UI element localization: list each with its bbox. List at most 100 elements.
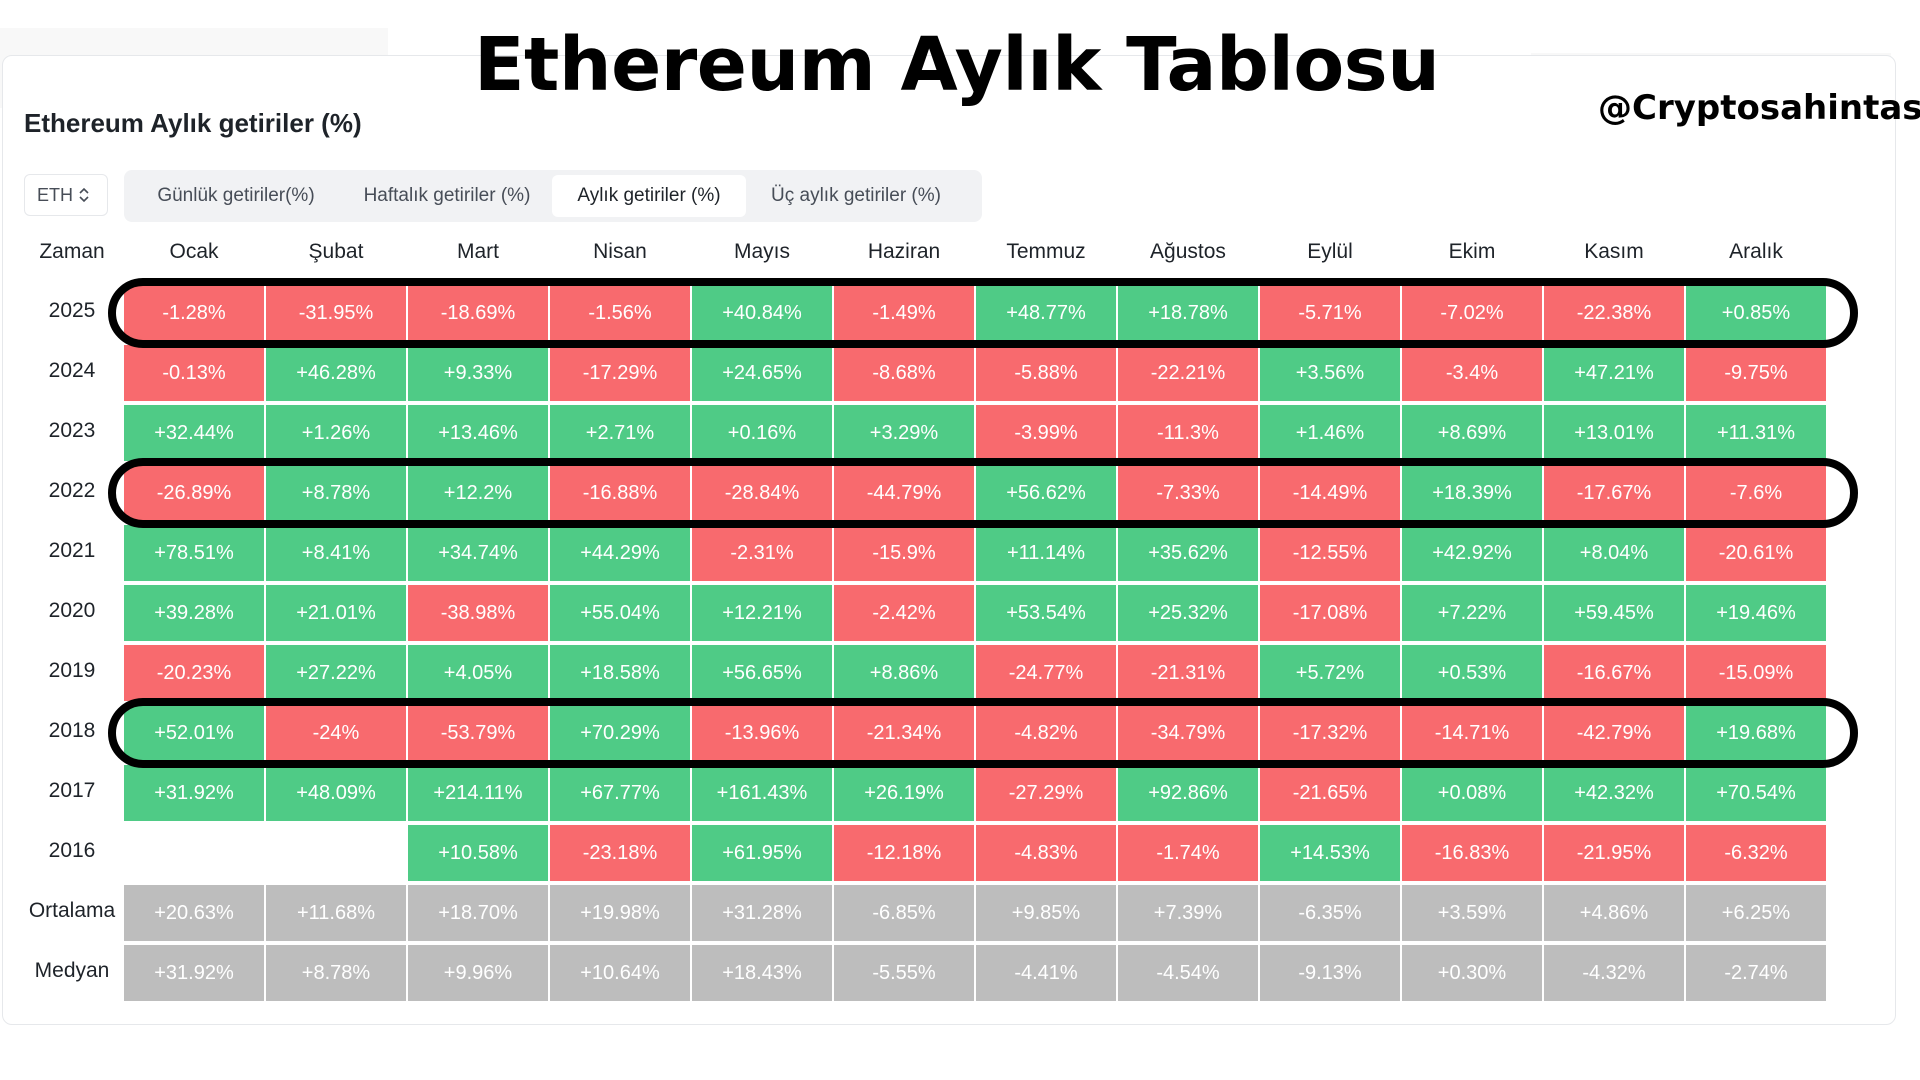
column-header: Ocak bbox=[169, 240, 219, 263]
return-cell: -26.89% bbox=[124, 465, 264, 521]
return-cell: +3.59% bbox=[1402, 885, 1542, 941]
return-cell: -2.31% bbox=[692, 525, 832, 581]
return-cell: -17.29% bbox=[550, 345, 690, 401]
return-cell: -7.33% bbox=[1118, 465, 1258, 521]
return-cell: -53.79% bbox=[408, 705, 548, 761]
chevron-updown-icon bbox=[79, 187, 89, 203]
return-cell: -21.34% bbox=[834, 705, 974, 761]
return-cell: +20.63% bbox=[124, 885, 264, 941]
column-header: Kasım bbox=[1584, 240, 1644, 263]
return-cell: +8.41% bbox=[266, 525, 406, 581]
return-cell: -17.32% bbox=[1260, 705, 1400, 761]
return-cell: +48.77% bbox=[976, 285, 1116, 341]
return-cell: +11.31% bbox=[1686, 405, 1826, 461]
tab-quarterly[interactable]: Üç aylık getiriler (%) bbox=[771, 185, 941, 206]
return-cell: -13.96% bbox=[692, 705, 832, 761]
return-cell: -23.18% bbox=[550, 825, 690, 881]
return-cell: +5.72% bbox=[1260, 645, 1400, 701]
return-cell: +0.85% bbox=[1686, 285, 1826, 341]
return-cell: -4.41% bbox=[976, 945, 1116, 1001]
return-cell: -5.88% bbox=[976, 345, 1116, 401]
return-cell: -17.08% bbox=[1260, 585, 1400, 641]
return-cell: -27.29% bbox=[976, 765, 1116, 821]
return-cell: -22.38% bbox=[1544, 285, 1684, 341]
return-cell: -34.79% bbox=[1118, 705, 1258, 761]
return-cell: +21.01% bbox=[266, 585, 406, 641]
author-handle: @Cryptosahintas bbox=[1598, 88, 1920, 128]
return-cell: +14.53% bbox=[1260, 825, 1400, 881]
return-cell: +25.32% bbox=[1118, 585, 1258, 641]
column-header: Mart bbox=[457, 240, 499, 263]
return-cell: +18.78% bbox=[1118, 285, 1258, 341]
return-cell: -9.75% bbox=[1686, 345, 1826, 401]
row-label: 2019 bbox=[48, 659, 96, 682]
return-cell: -20.23% bbox=[124, 645, 264, 701]
return-cell: -15.9% bbox=[834, 525, 974, 581]
return-cell: -20.61% bbox=[1686, 525, 1826, 581]
page-title: Ethereum Aylık Tablosu bbox=[474, 22, 1440, 108]
return-cell: +11.14% bbox=[976, 525, 1116, 581]
return-cell: -3.4% bbox=[1402, 345, 1542, 401]
return-cell: -12.18% bbox=[834, 825, 974, 881]
return-cell: +8.86% bbox=[834, 645, 974, 701]
return-cell: +24.65% bbox=[692, 345, 832, 401]
return-cell: +19.98% bbox=[550, 885, 690, 941]
return-cell: -38.98% bbox=[408, 585, 548, 641]
return-cell: +31.28% bbox=[692, 885, 832, 941]
return-cell: +34.74% bbox=[408, 525, 548, 581]
return-cell: +35.62% bbox=[1118, 525, 1258, 581]
return-cell: -4.82% bbox=[976, 705, 1116, 761]
asset-select[interactable]: ETH bbox=[24, 174, 108, 216]
return-cell: +3.29% bbox=[834, 405, 974, 461]
return-cell: -28.84% bbox=[692, 465, 832, 521]
column-header: Nisan bbox=[593, 240, 647, 263]
return-cell: +9.85% bbox=[976, 885, 1116, 941]
return-cell: +11.68% bbox=[266, 885, 406, 941]
return-cell: +1.26% bbox=[266, 405, 406, 461]
column-header: Ekim bbox=[1448, 240, 1496, 263]
return-cell: +59.45% bbox=[1544, 585, 1684, 641]
row-label: 2022 bbox=[48, 479, 96, 502]
return-cell: +12.21% bbox=[692, 585, 832, 641]
return-cell: +46.28% bbox=[266, 345, 406, 401]
return-cell: +3.56% bbox=[1260, 345, 1400, 401]
return-cell: +27.22% bbox=[266, 645, 406, 701]
return-cell: +31.92% bbox=[124, 765, 264, 821]
return-cell: -5.71% bbox=[1260, 285, 1400, 341]
return-cell: +161.43% bbox=[692, 765, 832, 821]
column-header: Ağustos bbox=[1150, 240, 1226, 263]
tab-daily[interactable]: Günlük getiriler(%) bbox=[157, 185, 315, 206]
tab-monthly[interactable]: Aylık getiriler (%) bbox=[552, 175, 746, 217]
row-label: Medyan bbox=[34, 959, 110, 982]
return-cell: +40.84% bbox=[692, 285, 832, 341]
return-cell: -18.69% bbox=[408, 285, 548, 341]
return-cell: -16.88% bbox=[550, 465, 690, 521]
return-cell: +214.11% bbox=[408, 765, 548, 821]
corner-label: Zaman bbox=[39, 240, 105, 263]
return-cell: -8.68% bbox=[834, 345, 974, 401]
asset-select-value: ETH bbox=[37, 184, 73, 205]
return-cell: +4.86% bbox=[1544, 885, 1684, 941]
return-cell: -24.77% bbox=[976, 645, 1116, 701]
return-cell: +70.54% bbox=[1686, 765, 1826, 821]
column-header: Şubat bbox=[308, 240, 364, 263]
return-cell: +8.69% bbox=[1402, 405, 1542, 461]
return-cell: -4.83% bbox=[976, 825, 1116, 881]
tab-weekly[interactable]: Haftalık getiriler (%) bbox=[363, 185, 531, 206]
return-cell: -7.02% bbox=[1402, 285, 1542, 341]
return-cell: -3.99% bbox=[976, 405, 1116, 461]
return-cell: -6.35% bbox=[1260, 885, 1400, 941]
return-cell: +9.33% bbox=[408, 345, 548, 401]
period-tabs: Günlük getiriler(%) Haftalık getiriler (… bbox=[124, 170, 982, 222]
return-cell: -44.79% bbox=[834, 465, 974, 521]
return-cell: -12.55% bbox=[1260, 525, 1400, 581]
return-cell: +4.05% bbox=[408, 645, 548, 701]
return-cell: +56.62% bbox=[976, 465, 1116, 521]
return-cell: +13.46% bbox=[408, 405, 548, 461]
row-label: 2021 bbox=[48, 539, 96, 562]
return-cell: +26.19% bbox=[834, 765, 974, 821]
return-cell: -21.31% bbox=[1118, 645, 1258, 701]
return-cell: -4.32% bbox=[1544, 945, 1684, 1001]
column-header: Eylül bbox=[1307, 240, 1353, 263]
return-cell: +53.54% bbox=[976, 585, 1116, 641]
